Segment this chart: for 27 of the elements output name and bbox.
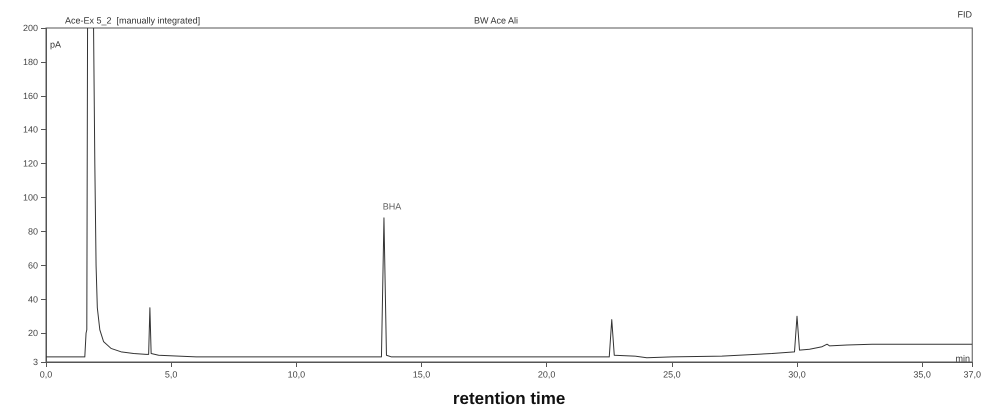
y-tick-label: 100 <box>22 192 38 203</box>
x-tick-label: 20,0 <box>538 370 556 380</box>
x-tick-label: 25,0 <box>663 370 681 380</box>
y-tick-label: 20 <box>28 328 38 338</box>
chart-title: Ace-Ex 5_2 [manually integrated] <box>65 16 200 26</box>
y-tick-label: 40 <box>28 294 38 304</box>
y-tick-label: 180 <box>22 56 38 67</box>
annotation: BHA <box>382 201 402 212</box>
x-tick-label: 0,0 <box>40 370 52 380</box>
annotation: min <box>956 354 970 364</box>
y-tick-label: 3 <box>32 357 38 367</box>
y-axis-title: pA <box>50 40 62 50</box>
x-tick-label: 35,0 <box>913 370 931 380</box>
y-tick-label: 200 <box>22 23 38 33</box>
x-tick-label: 37,0 <box>963 370 982 380</box>
text: FID <box>958 10 972 20</box>
y-tick-label: 80 <box>28 226 38 236</box>
y-tick-label: 120 <box>22 158 38 169</box>
chart-subtitle: BW Ace Ali <box>474 16 518 26</box>
y-tick-label: 160 <box>22 90 38 101</box>
x-axis-title: retention time <box>452 389 566 408</box>
x-tick-label: 30,0 <box>788 370 806 380</box>
x-tick-label: 5,0 <box>164 370 178 380</box>
x-tick-label: 10,0 <box>288 370 306 380</box>
y-tick-label: 60 <box>28 260 38 270</box>
x-tick-label: 15,0 <box>412 370 430 380</box>
y-tick-label: 140 <box>22 124 38 135</box>
